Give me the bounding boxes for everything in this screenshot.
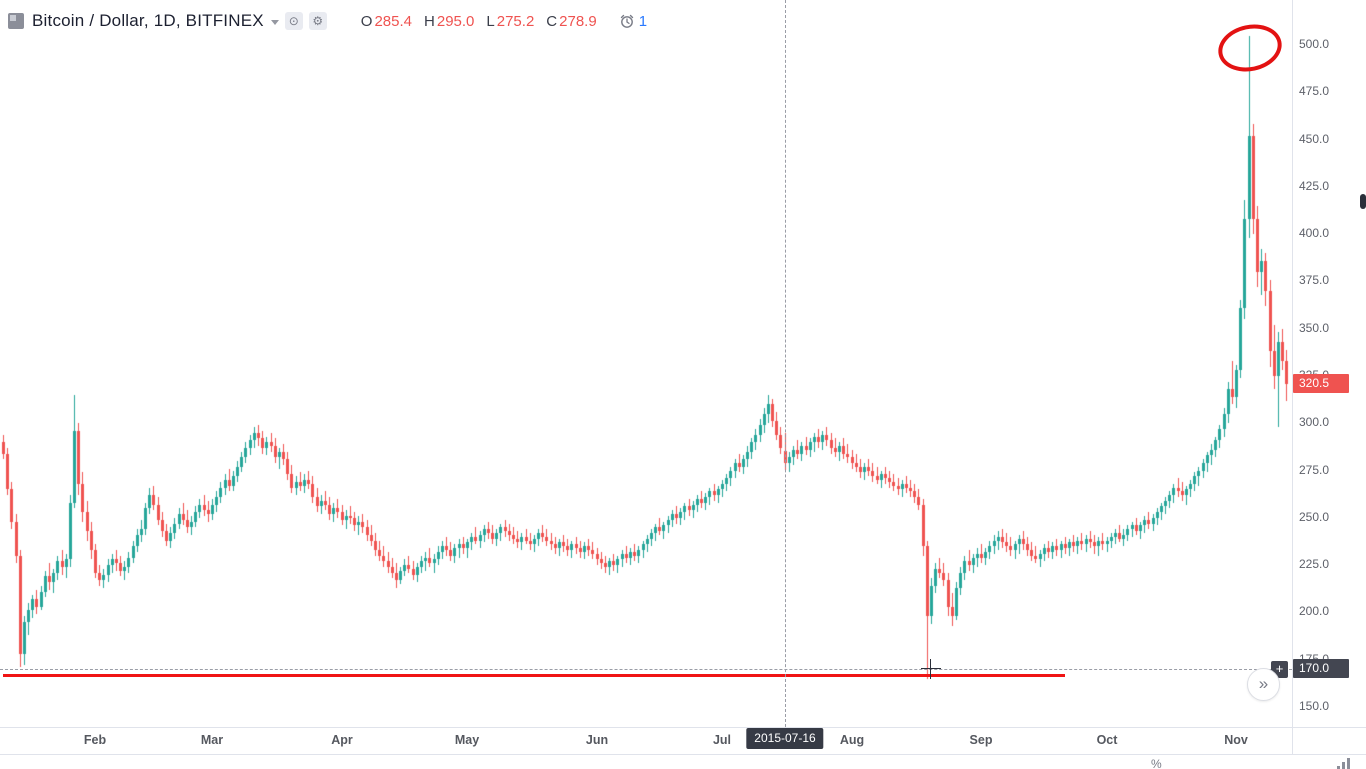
time-axis-separator: [0, 727, 1366, 728]
time-axis[interactable]: Feb Mar Apr May Jun Jul Aug Sep Oct Nov: [0, 728, 1366, 754]
low-value: 275.2: [496, 12, 535, 30]
time-tick-label: Mar: [200, 733, 224, 747]
chart-canvas[interactable]: [0, 0, 1292, 727]
horizontal-trendline-drawing[interactable]: [3, 674, 1065, 677]
time-tick-label: Oct: [1096, 733, 1118, 747]
alert-indicator[interactable]: 1: [619, 13, 647, 30]
time-tick-label: Sep: [969, 733, 993, 747]
symbol-logo-icon: [8, 13, 24, 29]
scrollbar-thumb[interactable]: [1360, 194, 1366, 209]
high-value: 295.0: [436, 12, 475, 30]
time-tick-label: May: [454, 733, 480, 747]
bottom-toolbar: %: [0, 755, 1366, 769]
compare-icon[interactable]: ⊙: [284, 12, 303, 30]
time-tick-label: Apr: [331, 733, 353, 747]
open-value: 285.4: [374, 12, 413, 30]
price-tick-label: 475.0: [1299, 84, 1330, 99]
price-tick-label: 275.0: [1299, 462, 1330, 477]
chart-header: Bitcoin / Dollar, 1D, BITFINEX ⊙ ⚙ O 285…: [8, 11, 647, 31]
close-value: 278.9: [559, 12, 597, 30]
price-tick-label: 350.0: [1299, 320, 1330, 335]
high-label: H: [424, 12, 435, 30]
price-tick-label: 500.0: [1299, 37, 1330, 51]
crosshair-price-badge: 170.0: [1293, 659, 1349, 678]
price-tick-label: 400.0: [1299, 226, 1330, 241]
price-tick-label: 200.0: [1299, 604, 1330, 619]
chevron-down-icon[interactable]: [270, 20, 279, 25]
price-tick-label: 150.0: [1299, 698, 1330, 713]
price-tick-label: 225.0: [1299, 557, 1330, 572]
low-label: L: [486, 12, 495, 30]
crosshair-date-badge: 2015-07-16: [746, 728, 824, 749]
percent-scale-button[interactable]: %: [1151, 757, 1162, 769]
volume-bars-icon[interactable]: [1337, 758, 1351, 769]
last-price-badge: 320.5: [1293, 374, 1349, 393]
price-tick-label: 425.0: [1299, 178, 1330, 193]
time-tick-label: Jul: [712, 733, 732, 747]
price-tick-label: 450.0: [1299, 131, 1330, 146]
ohlc-readout: O 285.4 H 295.0 L 275.2 C 278.9: [347, 13, 597, 30]
time-tick-label: Jun: [585, 733, 609, 747]
alert-count: 1: [638, 12, 648, 30]
chart-pane[interactable]: [0, 0, 1292, 727]
time-tick-label: Nov: [1224, 733, 1248, 747]
crosshair-vertical-line: [785, 0, 786, 727]
crosshair-horizontal-line: [0, 669, 1292, 670]
time-tick-label: Aug: [839, 733, 865, 747]
symbol-title[interactable]: Bitcoin / Dollar, 1D, BITFINEX: [32, 11, 264, 30]
price-tick-label: 300.0: [1299, 415, 1330, 430]
settings-gear-icon[interactable]: ⚙: [308, 12, 327, 30]
alarm-clock-icon: [620, 14, 633, 28]
open-label: O: [360, 12, 373, 30]
price-axis-separator: [1292, 0, 1293, 754]
footer-separator: [0, 754, 1366, 755]
close-label: C: [546, 12, 558, 30]
go-to-realtime-button[interactable]: »: [1247, 668, 1280, 701]
price-tick-label: 375.0: [1299, 273, 1330, 288]
price-tick-label: 250.0: [1299, 509, 1330, 524]
price-axis[interactable]: 150.0175.0200.0225.0250.0275.0300.0325.0…: [1293, 0, 1366, 727]
time-tick-label: Feb: [83, 733, 107, 747]
